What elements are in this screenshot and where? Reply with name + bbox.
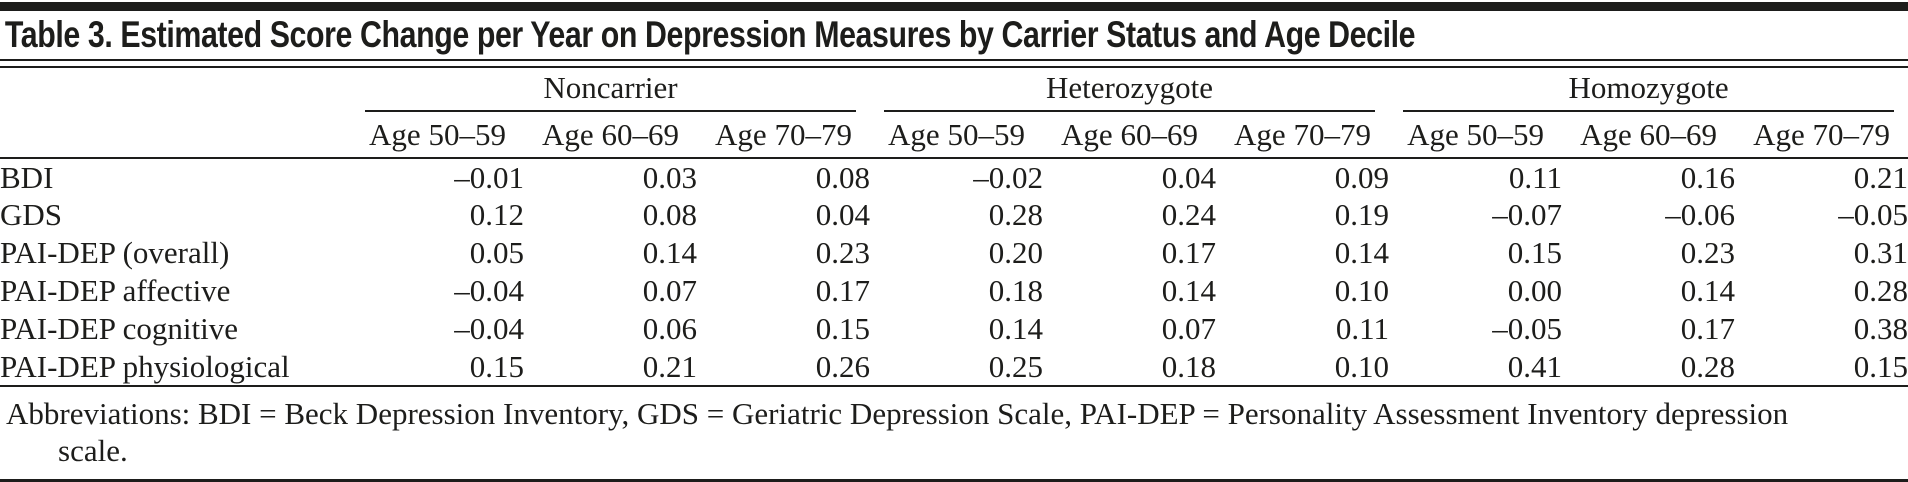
table-cell: 0.23 bbox=[1680, 235, 1736, 270]
table-cell: 0.07 bbox=[1161, 311, 1216, 346]
table-cell: –0.07 bbox=[1492, 197, 1563, 232]
age-column-header: Age 60–69 bbox=[524, 112, 697, 159]
table-cell: –0.05 bbox=[1838, 197, 1908, 232]
age-column-header: Age 70–79 bbox=[1216, 112, 1390, 159]
table-cell: –0.06 bbox=[1665, 197, 1736, 232]
table-cell: –0.02 bbox=[973, 159, 1043, 195]
table-cell: 0.17 bbox=[1161, 235, 1216, 270]
table-cell: 0.14 bbox=[642, 235, 697, 270]
table-row-pai-dep-physiological: PAI-DEP physiological 0.15 0.21 0.26 0.2… bbox=[0, 348, 1908, 387]
depression-score-table: Noncarrier Heterozygote Homozygote Age 5… bbox=[0, 68, 1908, 387]
age-column-header: Age 60–69 bbox=[1562, 112, 1736, 159]
table-cell: 0.38 bbox=[1853, 311, 1908, 346]
table-cell: 0.31 bbox=[1853, 235, 1908, 270]
row-label: PAI-DEP (overall) bbox=[0, 235, 230, 270]
table-cell: 0.14 bbox=[1334, 235, 1390, 270]
row-label: PAI-DEP affective bbox=[0, 273, 231, 308]
table-cell: 0.28 bbox=[1562, 348, 1736, 387]
table-cell: 0.18 bbox=[1043, 348, 1216, 387]
table-cell: 0.14 bbox=[988, 311, 1043, 346]
table-cell: 0.21 bbox=[524, 348, 697, 387]
table-cell: 0.28 bbox=[1853, 273, 1908, 308]
group-label: Heterozygote bbox=[1046, 70, 1213, 105]
table-cell: –0.01 bbox=[454, 159, 524, 195]
age-column-header: Age 50–59 bbox=[870, 112, 1043, 159]
table-cell: 0.19 bbox=[1334, 197, 1390, 232]
table-row-bdi: BDI –0.01 0.03 0.08 –0.02 0.04 0.09 0.11… bbox=[0, 158, 1908, 196]
stub-cell bbox=[0, 68, 351, 112]
title-double-rule bbox=[0, 59, 1908, 68]
table-cell: 0.16 bbox=[1680, 159, 1736, 195]
group-header-heterozygote: Heterozygote bbox=[870, 68, 1389, 112]
table-cell: 0.24 bbox=[1161, 197, 1216, 232]
group-rule bbox=[1403, 110, 1895, 112]
table-row-pai-dep-cognitive: PAI-DEP cognitive –0.04 0.06 0.15 0.14 0… bbox=[0, 310, 1908, 348]
age-column-header: Age 70–79 bbox=[697, 112, 870, 159]
table-cell: 0.12 bbox=[469, 197, 524, 232]
group-label: Noncarrier bbox=[543, 70, 678, 105]
bottom-rule bbox=[0, 479, 1908, 482]
table-cell: 0.20 bbox=[988, 235, 1043, 270]
footnote-line: scale. bbox=[58, 433, 128, 468]
table-cell: 0.08 bbox=[815, 159, 870, 195]
table-cell: 0.09 bbox=[1334, 159, 1390, 195]
table-cell: 0.10 bbox=[1216, 348, 1390, 387]
table-cell: 0.14 bbox=[1161, 273, 1216, 308]
table-cell: 0.04 bbox=[1161, 159, 1216, 195]
group-rule bbox=[365, 110, 856, 112]
table-cell: 0.41 bbox=[1389, 348, 1563, 387]
stub-cell bbox=[0, 112, 351, 159]
table-cell: 0.17 bbox=[815, 273, 870, 308]
table-cell: –0.04 bbox=[454, 311, 524, 346]
table-cell: 0.15 bbox=[1507, 235, 1563, 270]
table-cell: 0.28 bbox=[988, 197, 1043, 232]
top-rule bbox=[0, 2, 1908, 11]
age-column-header: Age 50–59 bbox=[1389, 112, 1563, 159]
table-cell: 0.04 bbox=[815, 197, 870, 232]
row-label: GDS bbox=[0, 197, 63, 232]
table-cell: –0.04 bbox=[454, 273, 524, 308]
group-header-homozygote: Homozygote bbox=[1389, 68, 1908, 112]
table-cell: 0.07 bbox=[642, 273, 697, 308]
table-cell: 0.05 bbox=[469, 235, 524, 270]
age-header-row: Age 50–59 Age 60–69 Age 70–79 Age 50–59 … bbox=[0, 112, 1908, 159]
table-cell: 0.03 bbox=[642, 159, 697, 195]
footnote-line: Abbreviations: BDI = Beck Depression Inv… bbox=[6, 396, 1789, 431]
table-row-gds: GDS 0.12 0.08 0.04 0.28 0.24 0.19 –0.07 … bbox=[0, 196, 1908, 234]
table-cell: 0.21 bbox=[1853, 159, 1908, 195]
table-cell: 0.18 bbox=[988, 273, 1043, 308]
table-cell: 0.06 bbox=[642, 311, 697, 346]
table-cell: 0.17 bbox=[1680, 311, 1736, 346]
table-cell: 0.23 bbox=[815, 235, 870, 270]
table-cell: 0.00 bbox=[1507, 273, 1563, 308]
age-column-header: Age 60–69 bbox=[1043, 112, 1216, 159]
table-title: Table 3. Estimated Score Change per Year… bbox=[4, 14, 1416, 55]
table-row-pai-dep-overall: PAI-DEP (overall) 0.05 0.14 0.23 0.20 0.… bbox=[0, 234, 1908, 272]
table-cell: 0.14 bbox=[1680, 273, 1736, 308]
table-cell: 0.25 bbox=[870, 348, 1043, 387]
table-cell: 0.11 bbox=[1335, 311, 1390, 346]
table-cell: 0.10 bbox=[1334, 273, 1390, 308]
table-row-pai-dep-affective: PAI-DEP affective –0.04 0.07 0.17 0.18 0… bbox=[0, 272, 1908, 310]
table-cell: 0.15 bbox=[351, 348, 524, 387]
group-rule bbox=[884, 110, 1376, 112]
table-cell: 0.08 bbox=[642, 197, 697, 232]
table-cell: 0.26 bbox=[697, 348, 870, 387]
group-header-row: Noncarrier Heterozygote Homozygote bbox=[0, 68, 1908, 112]
row-label: BDI bbox=[0, 159, 54, 195]
row-label: PAI-DEP cognitive bbox=[0, 311, 238, 346]
group-label: Homozygote bbox=[1568, 70, 1729, 105]
table-cell: 0.15 bbox=[815, 311, 870, 346]
abbreviations-footnote: Abbreviations: BDI = Beck Depression Inv… bbox=[0, 387, 1908, 473]
table-cell: 0.15 bbox=[1735, 348, 1908, 387]
age-column-header: Age 50–59 bbox=[351, 112, 524, 159]
row-label: PAI-DEP physiological bbox=[0, 348, 351, 387]
group-header-noncarrier: Noncarrier bbox=[351, 68, 870, 112]
table-cell: –0.05 bbox=[1492, 311, 1563, 346]
age-column-header: Age 70–79 bbox=[1735, 112, 1908, 159]
table-cell: 0.11 bbox=[1508, 159, 1563, 195]
